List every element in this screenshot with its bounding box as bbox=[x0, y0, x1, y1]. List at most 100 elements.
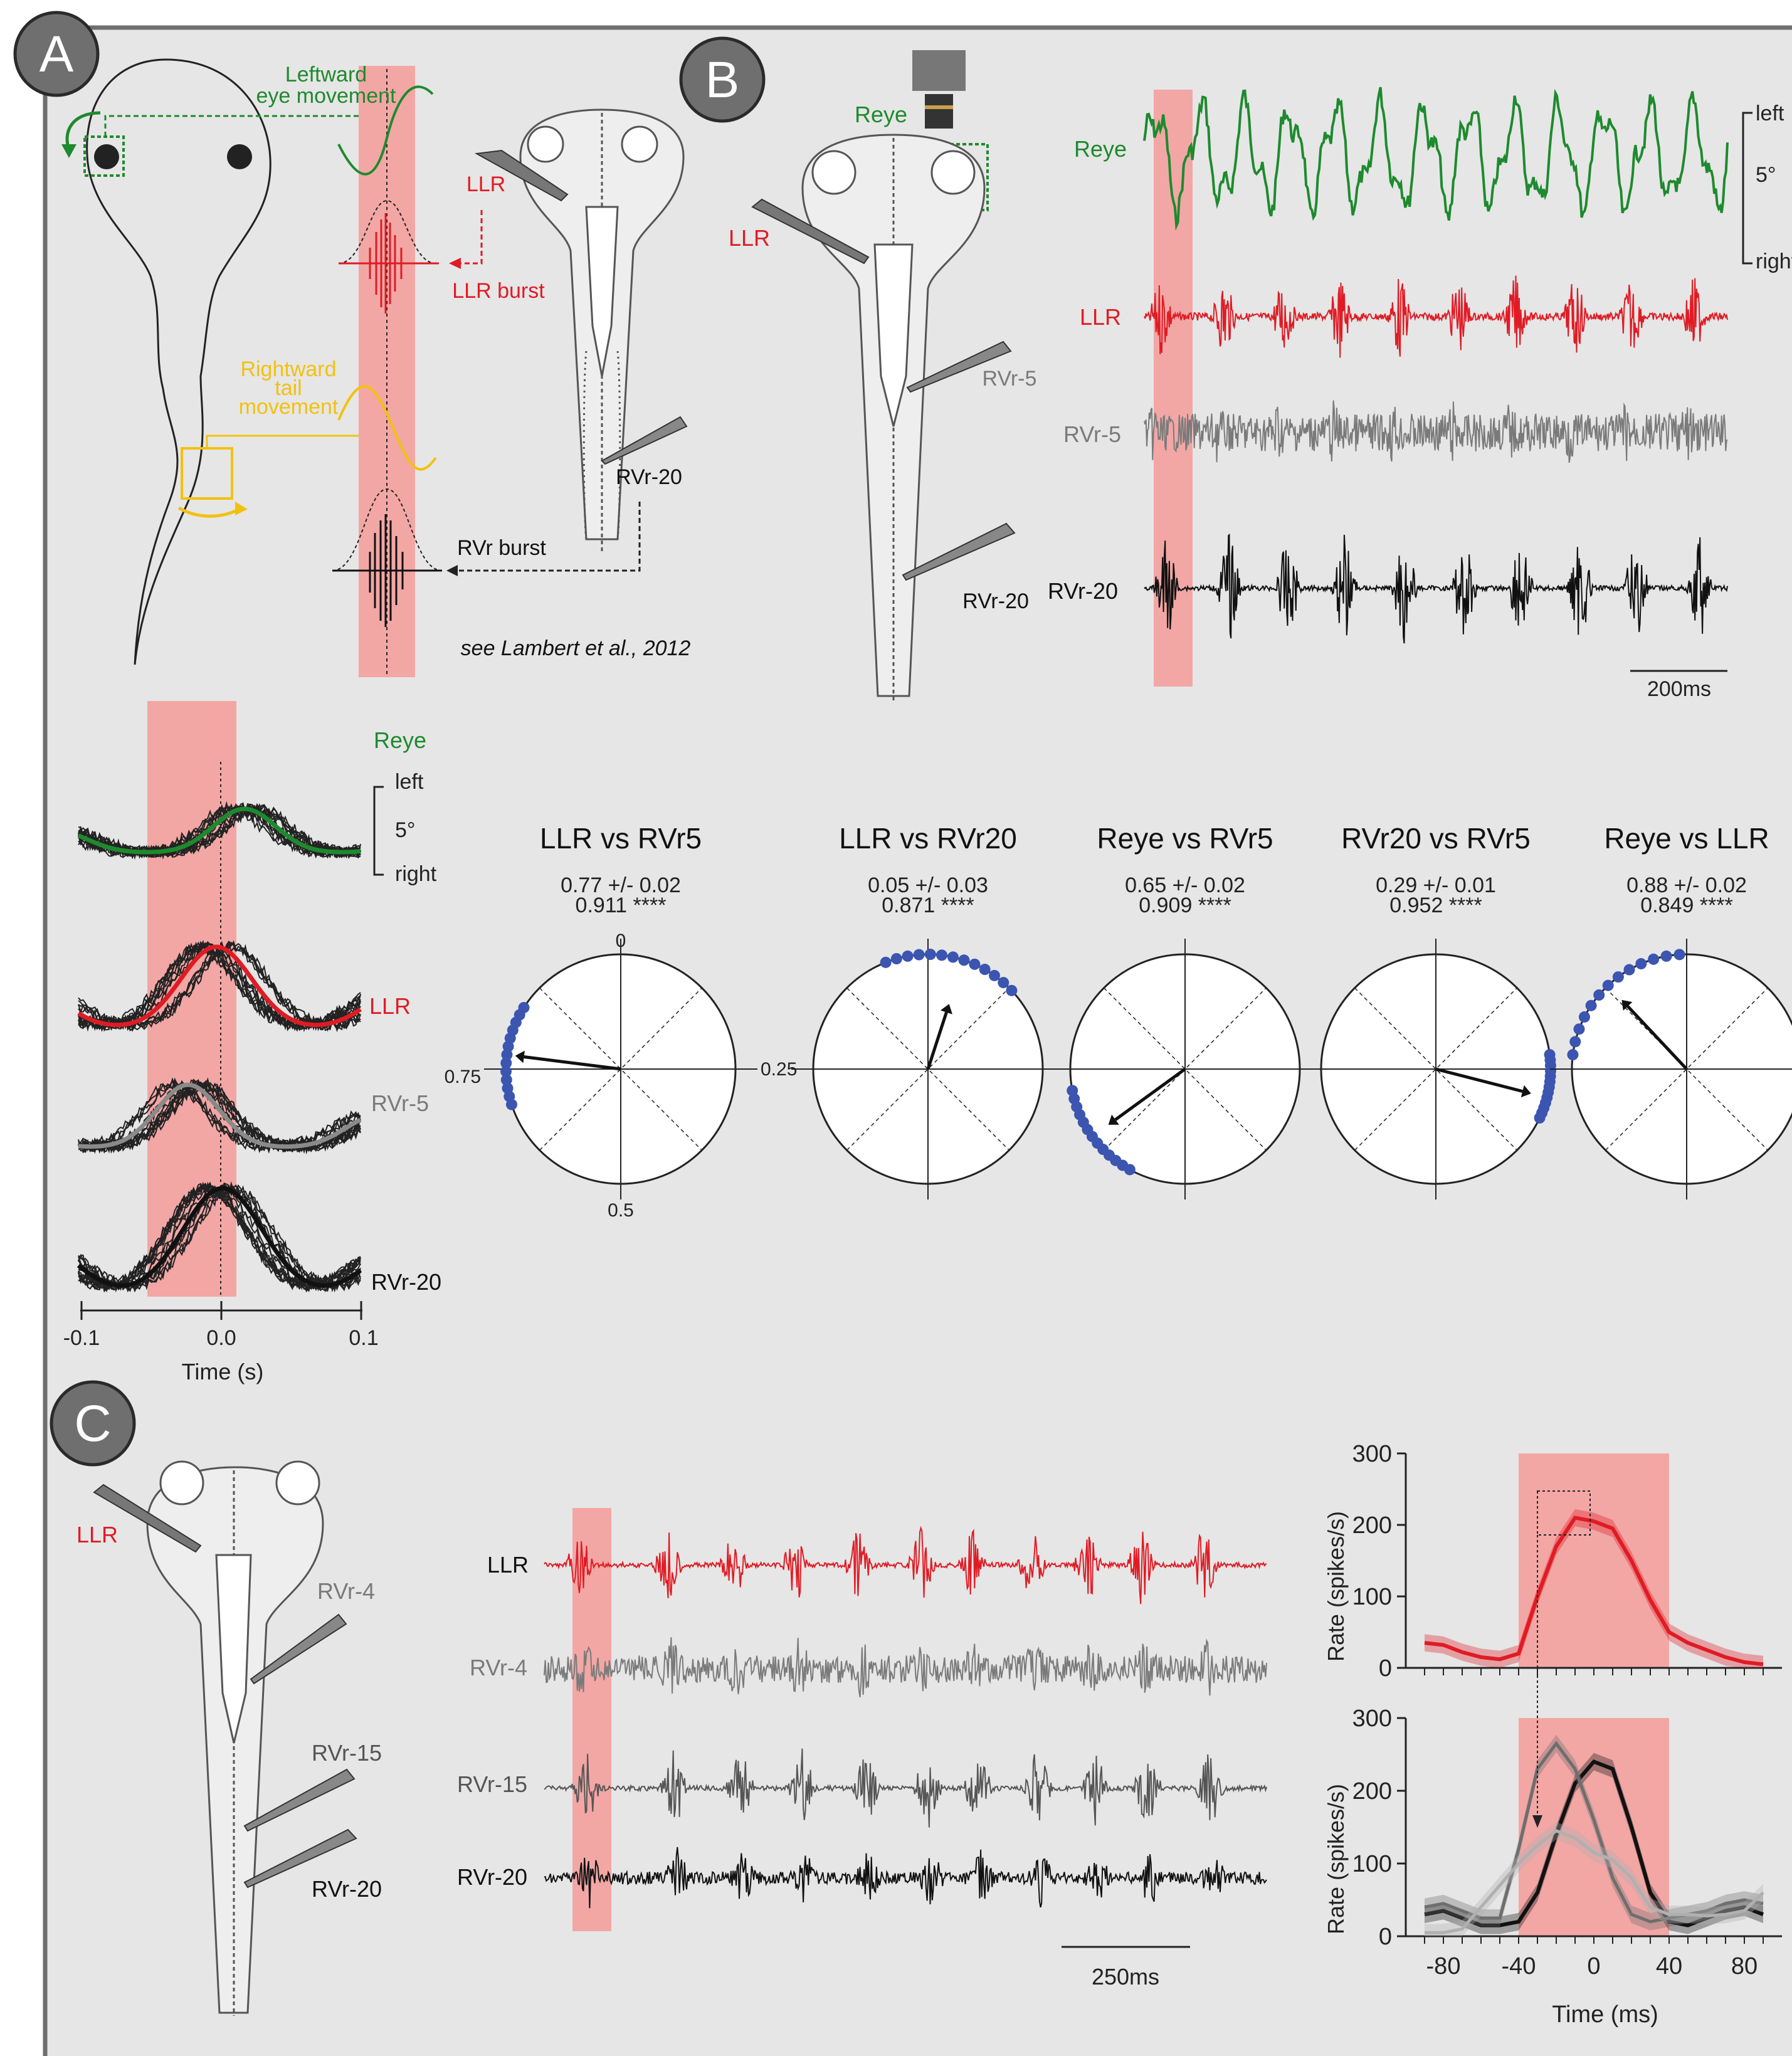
larva-dorsal-a bbox=[519, 108, 685, 552]
c-rvr15-trace-label: RVr-15 bbox=[457, 1771, 527, 1797]
b-eye-trace bbox=[1143, 87, 1729, 231]
tail-movement-trace bbox=[337, 385, 437, 471]
mean-vector-arrowhead bbox=[1108, 1114, 1119, 1125]
polar-title: Reye vs LLR bbox=[1604, 822, 1769, 855]
rate-sem-band bbox=[1425, 1821, 1763, 1936]
mean-vector-arrowhead bbox=[1521, 1085, 1531, 1098]
overlay-llr-traces bbox=[77, 939, 362, 1033]
rate-charts: 0 100 200 300 0 100 200 300 -80 -40 0 40 80 bbox=[1352, 1441, 1782, 1980]
llr-envelope bbox=[338, 199, 436, 264]
b-scale-5deg: 5° bbox=[1756, 163, 1776, 187]
eye-rotation-arrow bbox=[65, 111, 101, 150]
mean-vector-arrowhead bbox=[1621, 999, 1633, 1011]
phase-dot bbox=[1623, 964, 1635, 976]
a-rvr20-label: RVr-20 bbox=[616, 465, 682, 489]
phase-dot bbox=[969, 958, 981, 970]
polar-stat-r: 0.849 **** bbox=[1640, 894, 1732, 917]
mean-vector-arrowhead bbox=[515, 1050, 525, 1063]
rate-ylabel-top: Rate (spikes/s) bbox=[1323, 1511, 1349, 1662]
rate-series-line bbox=[1425, 1828, 1764, 1934]
llr-burst-spikes bbox=[339, 213, 439, 314]
rate-xtick-label: -80 bbox=[1426, 1953, 1461, 1980]
phase-dot bbox=[998, 977, 1009, 989]
c-rvr4-trace-label: RVr-4 bbox=[470, 1655, 527, 1680]
polar-diag bbox=[846, 988, 1009, 1151]
polar-axis-label: 0.25 bbox=[761, 1059, 797, 1080]
a-citation: see Lambert et al., 2012 bbox=[461, 636, 691, 660]
tail-arrowhead bbox=[235, 502, 248, 515]
c-rvr20-trace bbox=[544, 1847, 1267, 1909]
llr-link-arrowhead bbox=[449, 258, 461, 269]
ov-reye-label: Reye bbox=[374, 727, 426, 753]
b-llr-trace-label: LLR bbox=[1080, 304, 1121, 330]
phase-dot bbox=[1067, 1085, 1078, 1097]
polar-stat-r: 0.871 **** bbox=[882, 894, 974, 917]
peak-annotation-box bbox=[1537, 1490, 1591, 1536]
mean-trace bbox=[77, 806, 361, 855]
b-rvr20-trace bbox=[1144, 533, 1728, 644]
single-trace bbox=[78, 1077, 361, 1154]
tail-movement-label: Rightward tail movement bbox=[239, 357, 339, 419]
polar-plot: RVr20 vs RVr5 0.29 +/- 0.010.952 **** bbox=[1299, 822, 1573, 1199]
phase-dot bbox=[924, 949, 936, 961]
b-rvr20-electrode bbox=[902, 522, 1016, 581]
mean-vector-arrowhead bbox=[940, 1004, 952, 1015]
phase-dot bbox=[1648, 953, 1660, 965]
mean-vector bbox=[1435, 1067, 1523, 1093]
polar-stat-mean: 0.65 +/- 0.02 bbox=[1125, 873, 1245, 897]
c-rvr20-label: RVr-20 bbox=[312, 1876, 382, 1902]
phase-dot bbox=[1602, 979, 1614, 991]
a-rvr-burst-label: RVr burst bbox=[457, 536, 546, 560]
rate-xtick-label: 80 bbox=[1731, 1953, 1758, 1980]
rvr-link-line bbox=[458, 502, 641, 572]
polar-title: RVr20 vs RVr5 bbox=[1341, 822, 1531, 855]
polar-title: LLR vs RVr5 bbox=[540, 822, 702, 855]
rvr-envelope bbox=[332, 488, 443, 571]
rate-ytick-label: 100 bbox=[1352, 1851, 1392, 1877]
polar-plots: LLR vs RVr5 0.77 +/- 0.020.911 **** 0 0.25 0… bbox=[445, 822, 1792, 1221]
phase-dot bbox=[501, 1049, 513, 1061]
c-rvr15-trace bbox=[544, 1748, 1267, 1828]
polar-diag bbox=[1354, 988, 1517, 1151]
b-rvr5-trace-label: RVr-5 bbox=[1063, 421, 1121, 447]
tadpole-drawing bbox=[86, 58, 271, 665]
ov-tick-00: 0.0 bbox=[206, 1326, 236, 1350]
polar-diag bbox=[1104, 988, 1267, 1151]
phase-dot bbox=[913, 949, 925, 961]
c-rvr20-electrode bbox=[243, 1828, 357, 1889]
mean-vector bbox=[1626, 1005, 1688, 1070]
polar-axis-label: 0.75 bbox=[445, 1067, 481, 1087]
phase-dot bbox=[500, 1065, 512, 1077]
rate-series-line bbox=[1424, 1516, 1764, 1667]
phase-dot bbox=[502, 1082, 514, 1094]
phase-dot bbox=[1612, 971, 1624, 983]
ov-scale-left: left bbox=[395, 770, 424, 794]
c-time-scale-label: 250ms bbox=[1092, 1964, 1159, 1990]
b-rvr5-trace bbox=[1144, 400, 1728, 463]
polar-diag bbox=[1605, 988, 1768, 1151]
eye-movement-label: Leftward eye movement bbox=[256, 63, 397, 108]
ov-tick-m01: -0.1 bbox=[63, 1326, 100, 1350]
camera-icon bbox=[912, 50, 966, 91]
rate-ytick-label: 300 bbox=[1352, 1705, 1392, 1732]
phase-dot bbox=[500, 1057, 512, 1069]
rate-xtick-label: 0 bbox=[1587, 1953, 1600, 1980]
phase-dot bbox=[1660, 950, 1672, 962]
b-llr-trace bbox=[1144, 275, 1728, 358]
phase-dot bbox=[1635, 958, 1647, 970]
polar-axis-label: 0.5 bbox=[608, 1200, 634, 1221]
b-llr-electrode bbox=[751, 198, 870, 265]
panel-c-shade bbox=[572, 1508, 611, 1931]
phase-dot bbox=[1578, 1011, 1590, 1023]
rate-shade bbox=[1519, 1453, 1669, 1668]
phase-dot bbox=[890, 953, 902, 965]
eye-movement-trace bbox=[337, 85, 434, 176]
rate-xlabel: Time (ms) bbox=[1552, 2001, 1658, 2028]
a-llr-label: LLR bbox=[466, 172, 505, 196]
a-llr-electrode bbox=[474, 149, 569, 202]
eye-link-line bbox=[104, 115, 367, 137]
single-trace bbox=[78, 1083, 361, 1155]
b-llr-label: LLR bbox=[729, 225, 770, 251]
a-rvr-electrode bbox=[601, 416, 688, 465]
phase-dot bbox=[979, 964, 991, 976]
